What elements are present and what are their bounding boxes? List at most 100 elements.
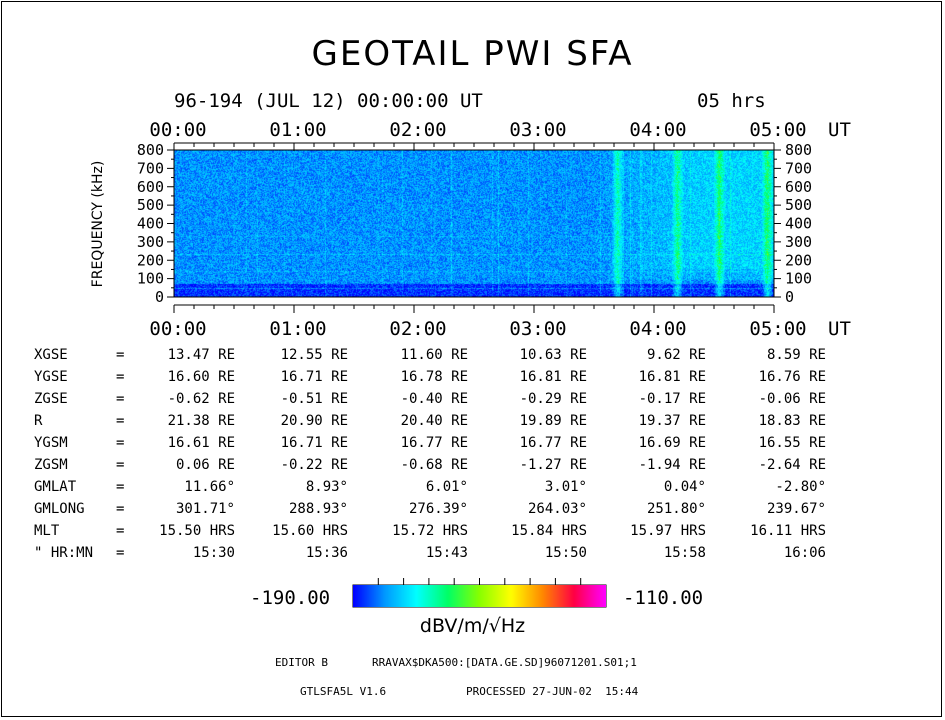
orbit-value: 12.55 RE xyxy=(280,347,348,363)
top-time-label: 02:00 xyxy=(389,119,446,141)
y-tick-label-left: 0 xyxy=(155,288,164,306)
top-time-label: 00:00 xyxy=(149,119,206,141)
orbit-value: 15.72 HRS xyxy=(392,523,468,539)
colorbar xyxy=(353,585,606,607)
y-tick-label-left: 100 xyxy=(137,270,164,288)
orbit-value: 19.37 RE xyxy=(638,413,706,429)
orbit-row-equals: = xyxy=(116,369,125,385)
orbit-value: -0.29 RE xyxy=(519,391,587,407)
orbit-row-equals: = xyxy=(116,435,125,451)
spectrogram-heatmap xyxy=(174,150,774,297)
orbit-row-label: GMLONG xyxy=(34,501,85,517)
orbit-value: -0.22 RE xyxy=(280,457,348,473)
editor-label: EDITOR B xyxy=(275,656,328,669)
y-tick-label-left: 800 xyxy=(137,141,164,159)
orbit-value: -1.94 RE xyxy=(638,457,706,473)
orbit-value: 16.60 RE xyxy=(167,369,235,385)
y-tick-label-right: 100 xyxy=(785,270,812,288)
orbit-value: 15.60 HRS xyxy=(272,523,348,539)
top-time-label: 05:00 xyxy=(749,119,806,141)
orbit-value: 18.83 RE xyxy=(758,413,826,429)
orbit-value: -0.62 RE xyxy=(167,391,235,407)
orbit-value: 15.50 HRS xyxy=(159,523,235,539)
orbit-value: 20.90 RE xyxy=(280,413,348,429)
orbit-value: 15:50 xyxy=(544,545,587,561)
orbit-row-label: GMLAT xyxy=(34,479,77,495)
orbit-value: 16.76 RE xyxy=(758,369,826,385)
orbit-value: 13.47 RE xyxy=(167,347,235,363)
orbit-row-equals: = xyxy=(116,413,125,429)
orbit-value: 21.38 RE xyxy=(167,413,235,429)
duration-label: 05 hrs xyxy=(697,90,766,112)
y-tick-label-right: 800 xyxy=(785,141,812,159)
orbit-value: 11.60 RE xyxy=(400,347,468,363)
orbit-value: 16.77 RE xyxy=(519,435,587,451)
orbit-value: 15:58 xyxy=(663,545,706,561)
orbit-value: 0.06 RE xyxy=(175,457,235,473)
orbit-row-label: XGSE xyxy=(34,347,68,363)
orbit-row-label: " HR:MN xyxy=(34,545,94,561)
y-tick-label-right: 200 xyxy=(785,251,812,269)
y-tick-label-left: 600 xyxy=(137,178,164,196)
orbit-row-label: ZGSE xyxy=(34,391,68,407)
orbit-value: 15:36 xyxy=(305,545,348,561)
orbit-value: 15:30 xyxy=(192,545,235,561)
date-subtitle: 96-194 (JUL 12) 00:00:00 UT xyxy=(174,90,483,112)
orbit-value: -0.06 RE xyxy=(758,391,826,407)
orbit-value: 264.03° xyxy=(527,501,587,517)
orbit-value: 16.78 RE xyxy=(400,369,468,385)
orbit-value: 16.77 RE xyxy=(400,435,468,451)
orbit-value: 8.93° xyxy=(305,479,348,495)
orbit-value: -0.68 RE xyxy=(400,457,468,473)
orbit-value: -1.27 RE xyxy=(519,457,587,473)
bottom-time-label: 02:00 xyxy=(389,318,446,340)
bottom-time-label: 01:00 xyxy=(269,318,326,340)
orbit-value: 16.81 RE xyxy=(519,369,587,385)
orbit-value: 16.55 RE xyxy=(758,435,826,451)
bottom-time-label: 03:00 xyxy=(509,318,566,340)
orbit-row-label: R xyxy=(34,413,43,429)
orbit-value: 16:06 xyxy=(783,545,826,561)
top-time-label: 01:00 xyxy=(269,119,326,141)
colorbar-min-label: -190.00 xyxy=(250,587,331,609)
orbit-value: 276.39° xyxy=(408,501,468,517)
top-time-label: 04:00 xyxy=(629,119,686,141)
top-time-label: 03:00 xyxy=(509,119,566,141)
orbit-row-equals: = xyxy=(116,457,125,473)
orbit-row-label: MLT xyxy=(34,523,60,539)
colorbar-max-label: -110.00 xyxy=(623,587,704,609)
bottom-time-label: 00:00 xyxy=(149,318,206,340)
orbit-value: 8.59 RE xyxy=(766,347,826,363)
orbit-value: 19.89 RE xyxy=(519,413,587,429)
y-tick-label-left: 400 xyxy=(137,215,164,233)
y-tick-label-right: 700 xyxy=(785,159,812,177)
orbit-value: 3.01° xyxy=(544,479,587,495)
orbit-row-equals: = xyxy=(116,479,125,495)
orbit-value: 288.93° xyxy=(288,501,348,517)
orbit-value: 0.04° xyxy=(663,479,706,495)
orbit-value: 301.71° xyxy=(175,501,235,517)
y-tick-label-right: 300 xyxy=(785,233,812,251)
y-tick-label-left: 500 xyxy=(137,196,164,214)
orbit-value: 15.84 HRS xyxy=(511,523,587,539)
orbit-value: 251.80° xyxy=(646,501,706,517)
bottom-time-label: 04:00 xyxy=(629,318,686,340)
orbit-value: 16.71 RE xyxy=(280,435,348,451)
orbit-value: -0.17 RE xyxy=(638,391,706,407)
orbit-row-equals: = xyxy=(116,501,125,517)
orbit-value: 11.66° xyxy=(184,479,235,495)
orbit-row-equals: = xyxy=(116,391,125,407)
orbit-value: 16.61 RE xyxy=(167,435,235,451)
y-tick-label-left: 700 xyxy=(137,159,164,177)
top-ut-label: UT xyxy=(828,119,851,141)
orbit-value: -2.64 RE xyxy=(758,457,826,473)
chart-title: GEOTAIL PWI SFA xyxy=(311,34,634,74)
software-version: GTLSFA5L V1.6 xyxy=(300,685,387,698)
colorbar-unit-label: dBV/m/√Hz xyxy=(419,615,526,637)
orbit-value: 15.97 HRS xyxy=(630,523,706,539)
orbit-value: 20.40 RE xyxy=(400,413,468,429)
orbit-row-label: YGSM xyxy=(34,435,68,451)
orbit-value: 6.01° xyxy=(425,479,468,495)
orbit-row-equals: = xyxy=(116,347,125,363)
plot-frame xyxy=(173,149,775,298)
